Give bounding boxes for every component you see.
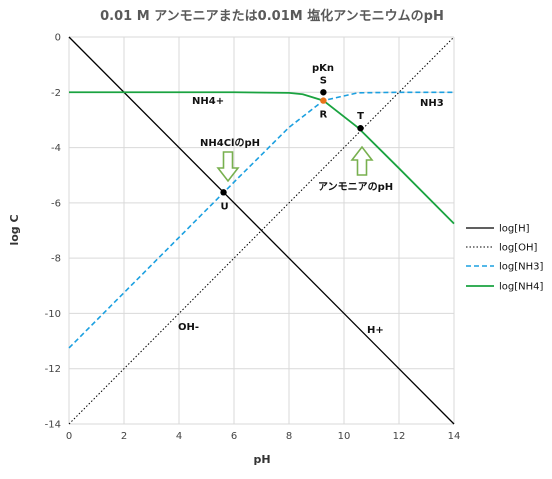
annotation-nh4cl_ph: NH4ClのpH (200, 138, 260, 149)
series-line-3 (69, 91, 455, 225)
y-tick-label-3: -6 (51, 198, 61, 209)
x-tick-label-1: 2 (121, 431, 127, 442)
point-U (220, 189, 227, 196)
x-tick-label-7: 14 (448, 431, 461, 442)
point-S (320, 89, 327, 96)
grid (68, 36, 455, 425)
points-group: S R T U (220, 75, 364, 212)
x-tick-label-6: 12 (393, 431, 406, 442)
arrows-group (216, 145, 374, 183)
y-tick-label-0: 0 (55, 33, 61, 44)
annotation-nh4plus: NH4+ (192, 96, 224, 107)
y-tick-label-2: -4 (51, 143, 61, 154)
x-tick-label-2: 4 (176, 431, 182, 442)
x-tick-label-5: 10 (338, 431, 351, 442)
y-tick-label-1: -2 (51, 88, 61, 99)
point-label-T: T (357, 111, 364, 122)
legend-label-1: log[OH] (499, 243, 538, 254)
arrow-down-icon (216, 151, 240, 183)
series-line-0 (68, 36, 455, 425)
annotation-ammonia_ph: アンモニアのpH (318, 181, 393, 193)
point-label-R: R (320, 110, 328, 121)
chart-title: 0.01 M アンモニアまたは0.01M 塩化アンモニウムのpH (100, 8, 444, 24)
point-T (357, 125, 364, 132)
y-tick-label-5: -10 (45, 309, 61, 320)
x-axis-label: pH (253, 453, 270, 466)
x-tick-label-3: 6 (231, 431, 237, 442)
arrow-up-icon (350, 145, 374, 176)
point-R (320, 97, 327, 104)
x-tick-label-0: 0 (66, 431, 72, 442)
annotation-hplus: H+ (367, 325, 384, 336)
y-tick-label-4: -8 (51, 254, 61, 265)
point-label-S: S (320, 75, 327, 86)
legend-label-2: log[NH3] (499, 262, 544, 273)
legend-label-0: log[H] (499, 224, 530, 235)
legend-label-3: log[NH4] (499, 282, 544, 293)
series-group (68, 36, 455, 425)
axis-ticks: 0 2 4 6 8 10 12 14 0 -2 -4 -6 -8 -10 -12 -14 (45, 33, 461, 443)
y-tick-label-7: -14 (45, 420, 61, 431)
point-label-U: U (220, 201, 228, 212)
annotation-ohminus: OH- (178, 322, 199, 333)
series-line-2 (68, 91, 454, 349)
y-tick-label-6: -12 (45, 364, 61, 375)
annotation-nh3: NH3 (420, 98, 444, 109)
legend: log[H] log[OH] log[NH3] log[NH4] (466, 224, 544, 293)
annotation-pKn: pKn (312, 63, 334, 74)
x-tick-label-4: 8 (286, 431, 292, 442)
y-axis-label: log C (8, 214, 21, 245)
annotations-group: pKn NH4+ NH3 NH4ClのpH アンモニアのpH OH- H+ (178, 63, 444, 336)
